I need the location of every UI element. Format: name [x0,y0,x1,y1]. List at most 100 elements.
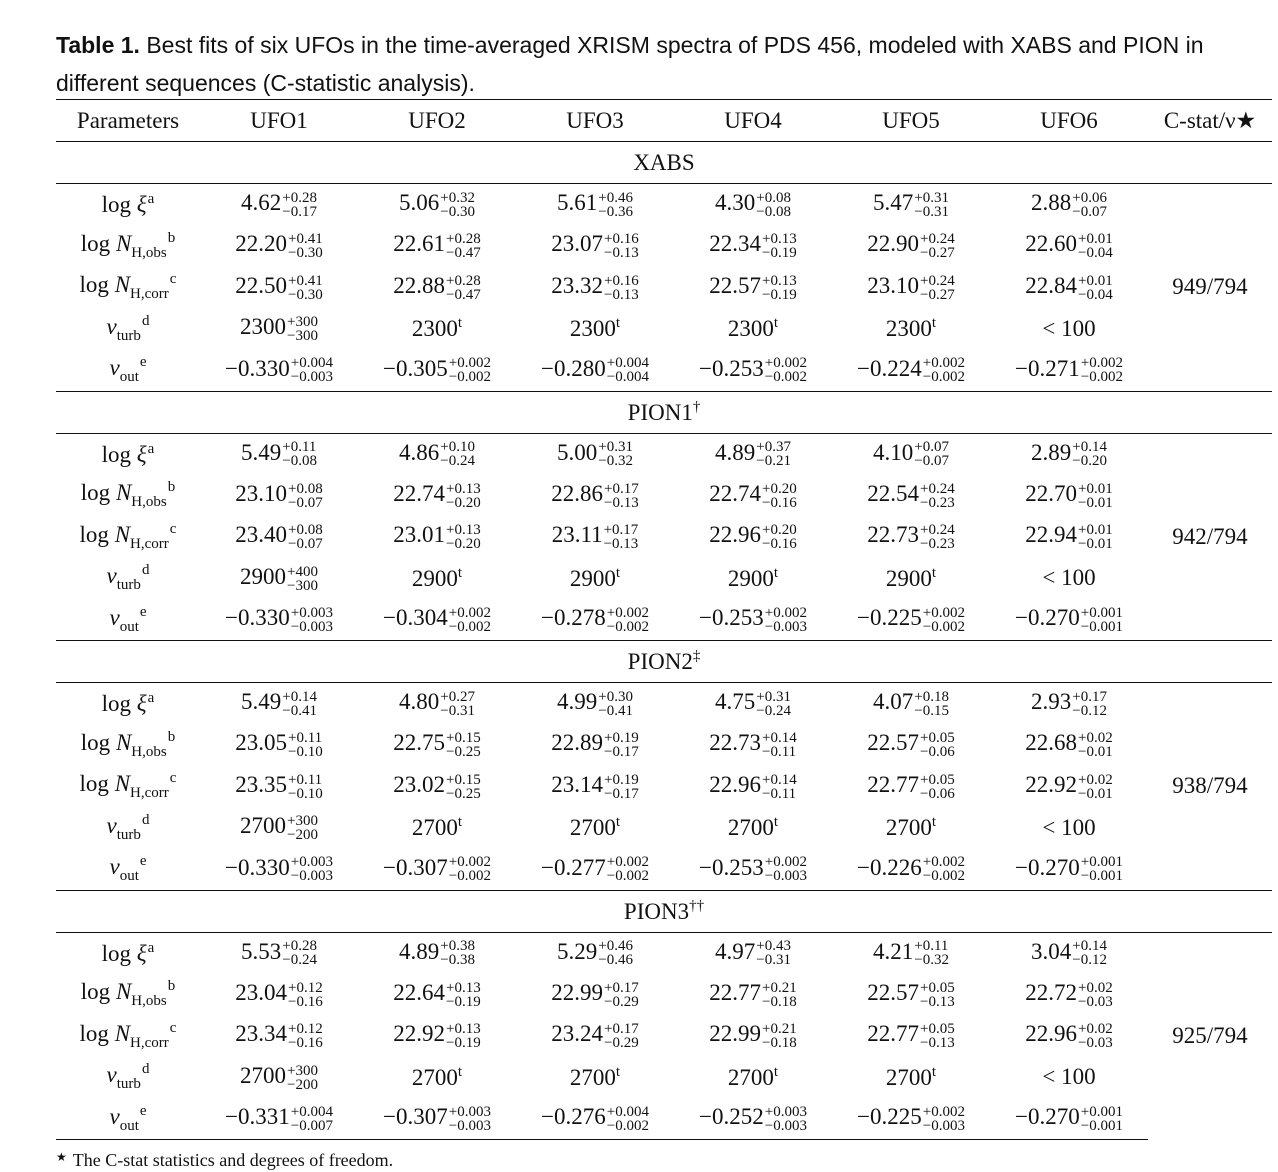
error-bounds: +0.002 −0.002 [923,356,965,385]
param-prefix: log [79,771,115,797]
value-cell: 4.89 +0.38 −0.38 [358,932,516,974]
param-subscript: out [119,1117,139,1134]
param-subscript: out [119,868,139,884]
table-row: log ξa 5.53 +0.28 −0.24 4.89 +0.38 −0.38 5.29 +0… [56,932,1272,1048]
lower-error: −0.03 [1078,1035,1113,1052]
param-symbol: v [106,1062,117,1088]
value-cell: 22.84 +0.01 −0.04 [990,267,1148,309]
table-row: vturbd 2900 +400 −300 2900t 2900t 2900t 2900t < … [56,558,1272,600]
table-label: Table 1. [56,32,140,58]
error-bounds: +0.46 −0.46 [598,939,633,968]
value-cell: −0.330 +0.003 −0.003 [200,848,358,891]
upper-error: +0.001 [1080,1103,1123,1120]
parameter-label: log NH,corrc [56,516,200,558]
error-bounds: +0.16 −0.13 [604,273,639,302]
lower-error: −0.004 [606,369,649,386]
error-bounds: +0.002 −0.002 [923,855,965,884]
section-title-mark: ‡ [692,648,701,664]
lower-error: −0.17 [604,744,639,761]
value-cell: −0.253 +0.002 −0.003 [674,599,832,641]
table-row: log ξa 4.62 +0.28 −0.17 5.06 +0.32 −0.30 5.61 +0… [56,184,1272,299]
lower-error: −0.003 [764,1117,807,1134]
lower-error: −0.002 [448,369,491,386]
value: −0.270 [1015,854,1080,880]
param-symbol: v [106,313,117,339]
section-pion2: PION2‡ log ξa 5.49 +0.14 −0.41 4.80 +0.27 −0.31… [56,640,1272,891]
value: 4.10 [873,439,914,465]
error-bounds: +0.01 −0.01 [1078,481,1113,510]
value-cell: 4.80 +0.27 −0.31 [358,683,516,725]
upper-error: +0.13 [762,231,797,248]
value-cell: 22.54 +0.24 −0.23 [832,475,990,517]
upper-error: +0.11 [288,730,323,747]
value-cell: 22.94 +0.01 −0.01 [990,516,1148,558]
upper-error: +300 [287,1062,318,1079]
upper-error: +0.30 [598,688,633,705]
param-subscript: H,corr [130,785,169,802]
parameter-label: voute [56,848,200,891]
lower-error: −0.002 [1080,369,1123,386]
error-bounds: +0.21 −0.18 [762,980,797,1010]
value-cell: 2700t [832,1057,990,1099]
param-footnote-mark: e [139,603,147,620]
lower-error: −0.25 [446,785,481,802]
value: −0.276 [541,1104,606,1130]
value: 22.99 [551,979,604,1005]
value-cell: 5.06 +0.32 −0.30 [358,184,516,226]
value: −0.270 [1015,1104,1080,1130]
error-bounds: +0.11 −0.08 [282,440,317,469]
value-cell: 2.93 +0.17 −0.12 [990,683,1148,725]
value: −0.277 [541,854,606,880]
upper-error: +0.004 [290,1103,333,1120]
param-footnote-mark: b [167,479,176,496]
value-cell: −0.277 +0.002 −0.002 [516,848,674,891]
error-bounds: +0.27 −0.31 [440,689,475,718]
param-subscript: H,obs [131,743,167,760]
error-bounds: +0.21 −0.18 [762,1022,797,1051]
value-cell: 2300t [516,308,674,350]
param-subscript: H,obs [131,494,167,511]
value: 22.68 [1025,730,1078,756]
error-bounds: +0.28 −0.47 [446,273,481,302]
value: 5.61 [557,190,598,216]
value: 2700 [727,1064,774,1090]
value-cell: 22.64 +0.13 −0.19 [358,974,516,1016]
value-cell: 2700 +300 −200 [200,1057,358,1099]
parameter-label: log ξa [56,932,200,974]
tied-mark: t [931,814,937,831]
lower-error: −0.23 [920,494,955,511]
parameter-label: vturbd [56,1057,200,1099]
value: 2300 [727,316,774,342]
value-cell: 4.07 +0.18 −0.15 [832,683,990,725]
upper-error: +0.14 [1072,439,1107,456]
lower-error: −0.18 [762,993,797,1010]
upper-error: +0.28 [282,189,317,206]
upper-error: +0.05 [920,730,955,747]
value: 3.04 [1031,938,1072,964]
error-bounds: +0.01 −0.04 [1078,232,1113,261]
upper-error: +0.004 [606,1103,649,1120]
error-bounds: +0.14 −0.12 [1072,939,1107,968]
param-prefix: log [80,979,116,1005]
error-bounds: +0.002 −0.002 [1080,356,1123,386]
value: −0.278 [541,605,606,631]
value-cell: 4.86 +0.10 −0.24 [358,433,516,475]
parameter-label: log ξa [56,683,200,725]
cstat-value: 938/794 [1172,773,1248,799]
upper-error: +0.07 [914,439,949,456]
value: 23.07 [551,231,604,257]
upper-error: +0.13 [446,522,481,539]
value: 2.89 [1031,439,1072,465]
value-cell: 23.04 +0.12 −0.16 [200,974,358,1016]
value: 4.97 [715,938,756,964]
section-xabs: XABS log ξa 4.62 +0.28 −0.17 5.06 +0.32 −0.30 5.… [56,141,1272,392]
error-bounds: +0.002 −0.002 [449,855,491,884]
value-cell: 4.75 +0.31 −0.24 [674,683,832,725]
parameter-label: vturbd [56,807,200,849]
error-bounds: +0.001 −0.001 [1081,855,1123,884]
error-bounds: +0.13 −0.20 [446,481,481,510]
param-footnote-mark: e [139,1102,147,1119]
value: 23.24 [551,1021,604,1047]
value: 22.86 [551,480,604,506]
value-cell: −0.330 +0.003 −0.003 [200,599,358,641]
